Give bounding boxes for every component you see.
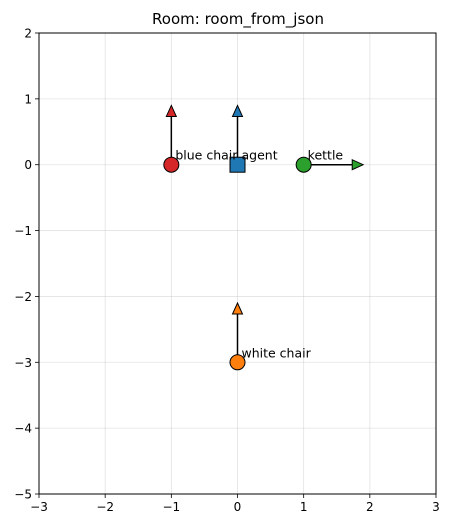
heading-arrowhead-white-chair <box>233 303 243 314</box>
axis-ticks: −3 −2 −1 0 1 2 3 −5 −4 −3 −2 −1 0 1 2 <box>14 27 440 515</box>
x-tick-label: 0 <box>234 500 242 514</box>
x-tick-label: 1 <box>300 500 308 514</box>
heading-arrowhead-kettle <box>352 160 363 170</box>
x-tick-label: 3 <box>432 500 440 514</box>
y-tick-label: 2 <box>24 27 32 41</box>
object-label-white-chair: white chair <box>242 345 312 360</box>
y-tick-label: −2 <box>14 290 32 304</box>
y-tick-label: 0 <box>24 158 32 172</box>
x-tick-label: 2 <box>366 500 374 514</box>
x-tick-label: −2 <box>96 500 114 514</box>
heading-arrowhead-agent <box>233 105 243 116</box>
y-tick-label: 1 <box>24 92 32 106</box>
heading-arrowhead-blue-chair <box>166 105 176 116</box>
grid <box>39 33 436 494</box>
object-labels: blue chair agent kettle white chair <box>175 148 343 361</box>
object-label-blue-chair: blue chair <box>175 148 238 163</box>
y-tick-label: −1 <box>14 224 32 238</box>
chart-title: Room: room_from_json <box>152 10 324 29</box>
x-tick-label: −3 <box>30 500 48 514</box>
object-label-agent: agent <box>242 148 278 163</box>
y-tick-label: −4 <box>14 422 32 436</box>
y-tick-label: −3 <box>14 356 32 370</box>
object-label-kettle: kettle <box>308 148 344 163</box>
heading-arrows <box>166 105 363 362</box>
y-tick-label: −5 <box>14 488 32 502</box>
x-tick-label: −1 <box>162 500 180 514</box>
